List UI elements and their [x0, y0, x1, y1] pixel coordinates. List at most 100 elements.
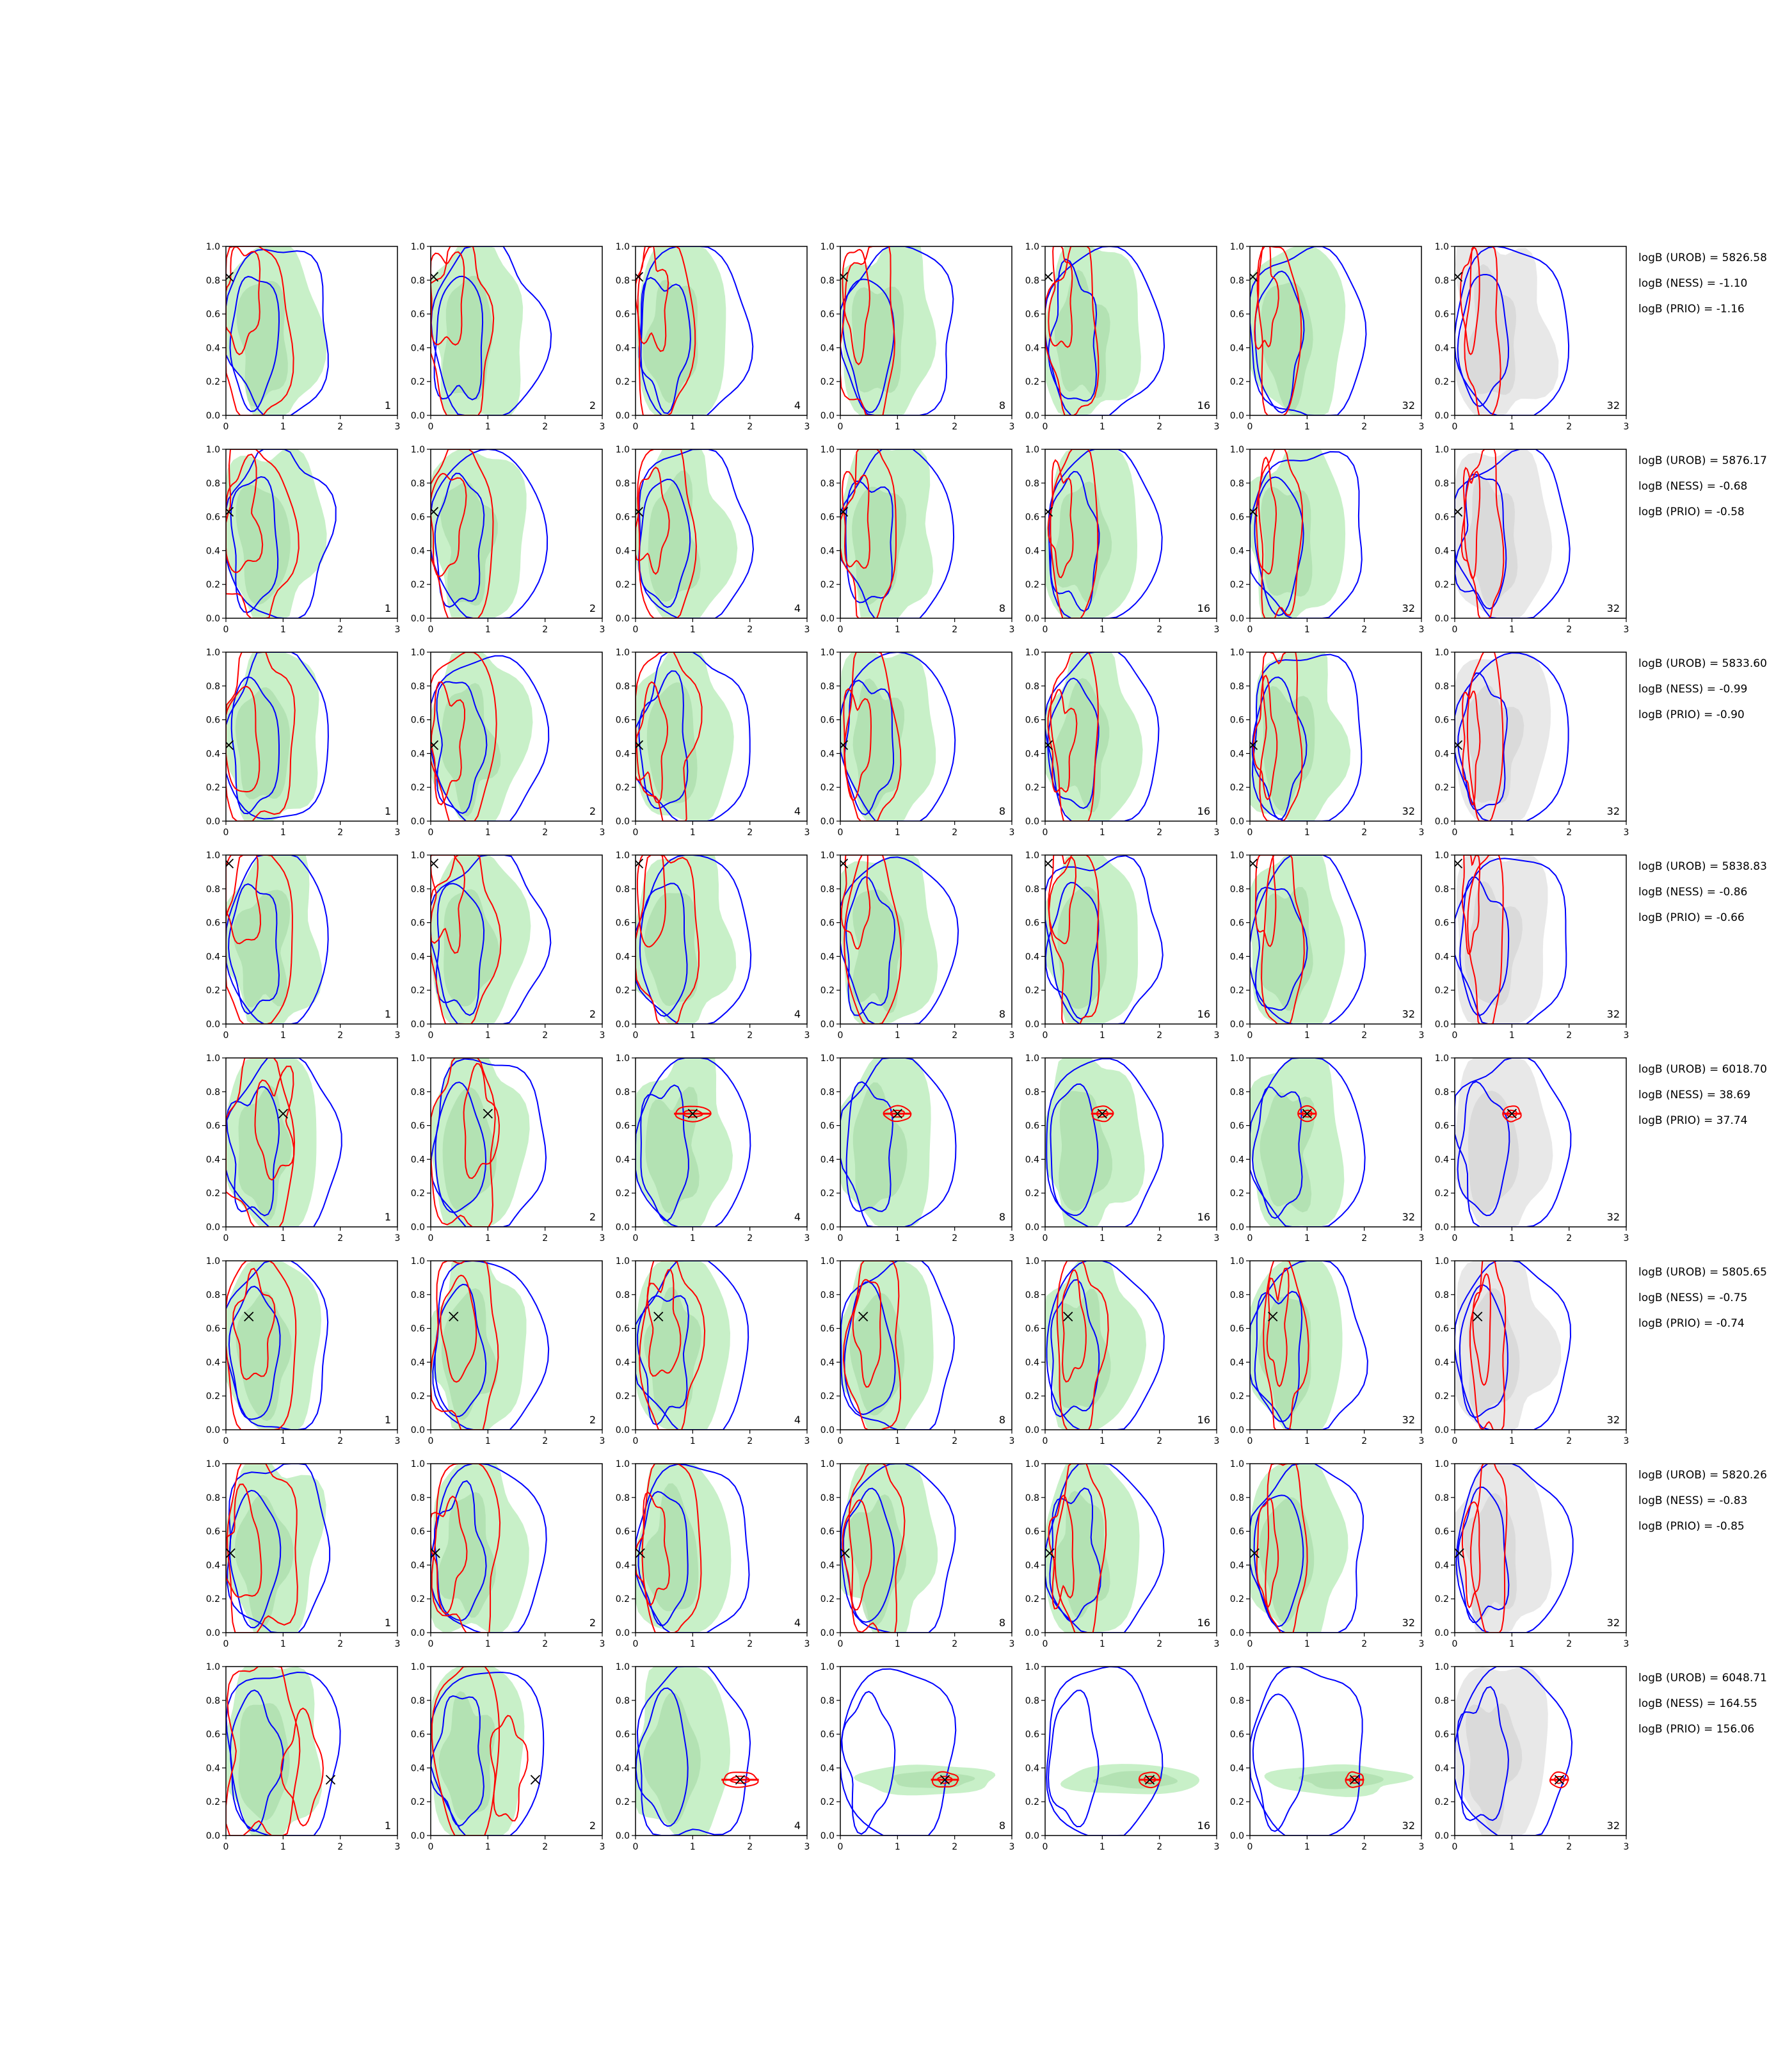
y-tick-label: 0.8 [1230, 1696, 1244, 1706]
x-tick-label: 0 [428, 1233, 434, 1244]
y-tick-label: 0.6 [820, 1527, 835, 1537]
y-tick-label: 0.4 [820, 1763, 835, 1773]
x-tick-label: 3 [1009, 1233, 1015, 1244]
y-tick-label: 1.0 [206, 648, 220, 658]
red-contour-outer [637, 449, 697, 618]
x-tick-label: 3 [804, 828, 810, 838]
true-value-marker [892, 1108, 902, 1119]
y-tick-label: 0.6 [411, 918, 425, 929]
plot-area [226, 1261, 329, 1430]
x-tick-label: 1 [1509, 828, 1515, 838]
red-contour-outer [844, 652, 902, 821]
y-tick-label: 0.8 [1435, 1493, 1449, 1503]
panel-r1-c5: 0 1 2 3 0.0 0.2 0.4 0.6 0.8 1.0 16 [1025, 242, 1220, 432]
red-contour-outer [431, 1261, 499, 1430]
y-tick-label: 0.8 [206, 682, 220, 692]
blue-contour-outer [1250, 1667, 1363, 1836]
x-tick-label: 3 [804, 1233, 810, 1244]
x-tick-label: 3 [395, 1030, 401, 1041]
logb-annotation-7-1: logB (UROB) = 5820.26 [1638, 1469, 1767, 1482]
axes-frame [430, 1463, 603, 1633]
y-tick-label: 0.0 [1025, 1831, 1039, 1841]
y-tick-label: 1.0 [1025, 1256, 1039, 1267]
x-tick-label: 3 [600, 1842, 605, 1852]
y-tick-label: 0.6 [411, 716, 425, 726]
y-tick-label: 0.0 [616, 1628, 630, 1638]
y-tick-label: 0.6 [1435, 1527, 1449, 1537]
panel-r8-c3: 0 1 2 3 0.0 0.2 0.4 0.6 0.8 1.0 4 [616, 1662, 810, 1852]
x-tick-label: 2 [952, 1842, 957, 1852]
x-tick-label: 0 [633, 828, 639, 838]
x-tick-label: 0 [223, 1436, 229, 1446]
y-tick-label: 0.0 [616, 614, 630, 624]
x-tick-label: 3 [1419, 1030, 1425, 1041]
y-tick-label: 0.2 [206, 580, 220, 590]
y-tick-label: 0.4 [616, 343, 630, 353]
panel-r5-c6: 0 1 2 3 0.0 0.2 0.4 0.6 0.8 1.0 32 [1230, 1053, 1425, 1244]
blue-contour-inner [637, 1491, 689, 1626]
axes-frame [1454, 1057, 1627, 1228]
y-tick-label: 0.0 [1435, 817, 1449, 827]
y-tick-label: 0.0 [1230, 817, 1244, 827]
x-tick-label: 3 [600, 1436, 605, 1446]
x-tick-label: 1 [895, 1639, 900, 1649]
y-tick-label: 0.6 [1025, 513, 1039, 523]
true-value-marker [687, 1108, 698, 1119]
y-tick-label: 0.6 [820, 1121, 835, 1132]
plot-area [1455, 449, 1571, 618]
y-tick-label: 0.2 [616, 1188, 630, 1199]
y-tick-label: 0.0 [820, 411, 835, 421]
red-contour-inner [226, 685, 260, 793]
red-contour-inner [280, 1708, 324, 1827]
blue-contour-outer [431, 1058, 547, 1227]
x-tick-label: 1 [485, 828, 491, 838]
x-tick-label: 2 [1566, 1030, 1572, 1041]
x-tick-label: 1 [1304, 828, 1310, 838]
x-tick-label: 1 [280, 1030, 286, 1041]
y-tick-label: 0.2 [1025, 580, 1039, 590]
y-tick-label: 0.0 [1230, 1425, 1244, 1436]
true-value-marker [325, 1775, 336, 1785]
panel-iteration-label: 1 [385, 1820, 391, 1832]
panel-r2-c2: 0 1 2 3 0.0 0.2 0.4 0.6 0.8 1.0 2 [411, 445, 605, 635]
y-tick-label: 1.0 [411, 1053, 425, 1064]
y-tick-label: 0.8 [1025, 1087, 1039, 1098]
blue-contour-inner [433, 275, 484, 401]
blue-contour-outer [840, 1261, 955, 1430]
axes-frame [1044, 1057, 1217, 1228]
axes-frame [635, 1666, 808, 1836]
panel-r1-c6: 0 1 2 3 0.0 0.2 0.4 0.6 0.8 1.0 32 [1230, 242, 1425, 432]
blue-contour-inner [1048, 1690, 1100, 1828]
x-tick-label: 3 [1624, 422, 1629, 432]
y-tick-label: 0.4 [820, 1560, 835, 1571]
y-tick-label: 0.8 [1025, 1290, 1039, 1300]
x-tick-label: 0 [838, 1639, 844, 1649]
red-contour-inner [226, 1484, 262, 1598]
y-tick-label: 1.0 [411, 445, 425, 455]
y-tick-label: 0.0 [616, 411, 630, 421]
axes-frame [1454, 1463, 1627, 1633]
blue-contour-inner [434, 1283, 487, 1418]
x-tick-label: 2 [747, 1233, 753, 1244]
y-tick-label: 1.0 [616, 1053, 630, 1064]
y-tick-label: 0.8 [206, 276, 220, 286]
x-tick-label: 0 [428, 1639, 434, 1649]
panel-r8-c5: 0 1 2 3 0.0 0.2 0.4 0.6 0.8 1.0 16 [1025, 1662, 1220, 1852]
plot-area [1250, 1667, 1414, 1836]
y-tick-label: 0.6 [206, 918, 220, 929]
y-tick-label: 0.8 [1435, 479, 1449, 489]
plot-area [840, 1668, 996, 1836]
panel-iteration-label: 32 [1607, 1617, 1620, 1629]
x-tick-label: 0 [1452, 1436, 1458, 1446]
x-tick-label: 3 [600, 828, 605, 838]
y-tick-label: 0.0 [1025, 1628, 1039, 1638]
blue-contour-inner [845, 1081, 893, 1212]
plot-area [1455, 1261, 1572, 1430]
y-tick-label: 0.8 [616, 276, 630, 286]
density-fill-inner [232, 890, 291, 1008]
y-tick-label: 0.8 [1025, 884, 1039, 895]
red-contour-inner [1461, 855, 1481, 956]
x-tick-label: 1 [280, 422, 286, 432]
x-tick-label: 2 [1566, 1639, 1572, 1649]
panel-iteration-label: 4 [794, 1617, 801, 1629]
